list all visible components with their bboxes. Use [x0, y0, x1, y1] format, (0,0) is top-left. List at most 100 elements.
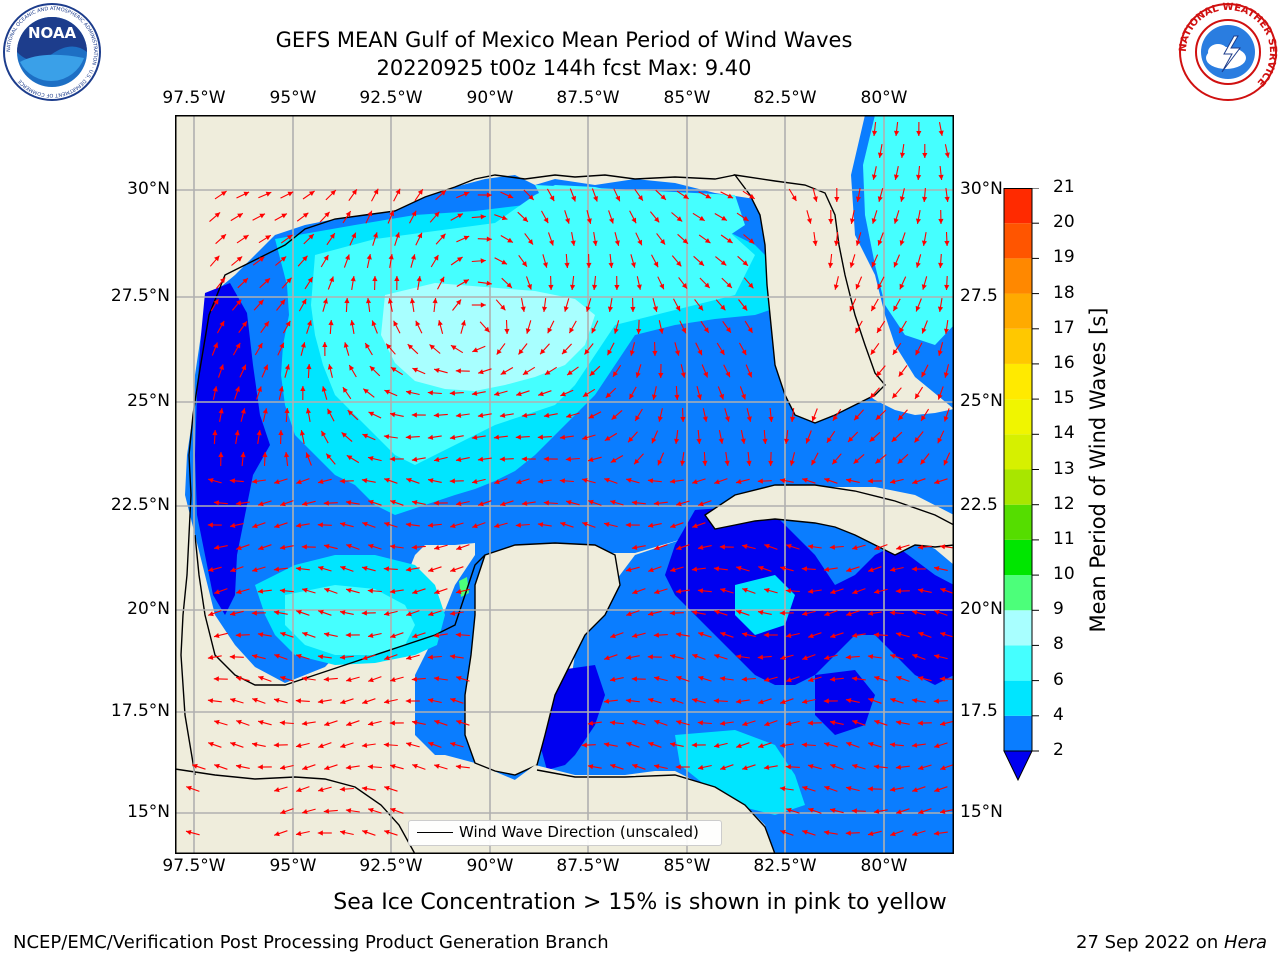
wave-arrow-head: [674, 350, 680, 356]
wave-arrow-head: [675, 305, 681, 312]
wave-arrow-head: [365, 343, 370, 349]
wave-arrow-head: [214, 255, 220, 262]
wave-arrow-head: [940, 587, 946, 593]
wave-arrow-head: [764, 543, 770, 549]
wave-arrow-head: [416, 276, 422, 282]
wave-arrow-head: [762, 438, 768, 444]
map-gridlines: [175, 115, 954, 854]
wave-arrow-head: [527, 239, 533, 245]
wave-arrow-head: [586, 218, 592, 224]
wave-arrow-head: [432, 298, 438, 304]
wave-arrow-head: [279, 588, 286, 594]
wave-arrow-head: [830, 589, 836, 595]
lat-tick-right: 15°N: [960, 802, 1003, 822]
lon-tick-bottom: 82.5°W: [753, 856, 817, 876]
wave-arrow-head: [208, 611, 214, 617]
wave-arrow-head: [242, 278, 248, 284]
wave-arrow-head: [609, 720, 616, 726]
legend-label: Wind Wave Direction (unscaled): [459, 823, 699, 841]
wave-arrow-head: [871, 305, 877, 312]
wave-arrow-head: [713, 566, 720, 572]
footer-machine: Hera: [1223, 932, 1267, 953]
wave-arrow-head: [339, 478, 345, 484]
wave-arrow-head: [500, 369, 507, 375]
wave-arrow-head: [720, 631, 726, 637]
wave-arrow-head: [521, 500, 528, 506]
lon-tick-bottom: 87.5°W: [556, 856, 620, 876]
wave-arrow-head: [647, 478, 654, 484]
wave-arrow-head: [854, 414, 860, 421]
wave-arrow-head: [433, 412, 440, 418]
wave-arrow-head: [341, 432, 347, 438]
wave-arrow-head: [593, 196, 598, 202]
wave-arrow-head: [634, 458, 640, 465]
wave-arrow-head: [846, 478, 852, 484]
wave-arrow-head: [317, 698, 324, 704]
wave-arrow-head: [472, 523, 478, 529]
wave-arrow-head: [258, 720, 264, 725]
wave-arrow-head: [278, 430, 284, 436]
wave-arrow-head: [742, 260, 748, 266]
wave-arrow-head: [324, 211, 330, 218]
wave-arrow-head: [368, 543, 374, 549]
wave-arrow-head: [427, 434, 434, 440]
wave-arrow-head: [318, 743, 324, 749]
wave-arrow-head: [236, 545, 242, 551]
wave-arrow-head: [251, 478, 258, 484]
wave-arrow-head: [437, 320, 443, 326]
wave-arrow-head: [789, 460, 795, 466]
colorbar-tick-label: 20: [1053, 212, 1075, 233]
wave-arrow-head: [340, 522, 346, 527]
wave-arrow-head: [720, 587, 726, 593]
wave-arrow-head: [273, 742, 279, 748]
wave-arrow-head: [631, 544, 638, 550]
wave-arrow-head: [648, 611, 654, 616]
wave-arrow-head: [463, 279, 469, 285]
wave-arrow-head: [368, 677, 374, 683]
lat-tick-left: 30°N: [127, 179, 170, 199]
wave-arrow-head: [849, 262, 855, 268]
wave-arrow-head: [900, 152, 906, 158]
wave-arrow-head: [412, 633, 418, 639]
wave-arrow-head: [252, 697, 258, 703]
wave-arrow-head: [582, 521, 588, 527]
wave-arrow-head: [346, 677, 352, 682]
colorbar-segment: [1004, 328, 1032, 364]
wave-arrow-head: [934, 787, 940, 793]
wave-arrow-head: [674, 438, 680, 444]
wave-arrow-head: [494, 479, 500, 485]
wave-arrow-head: [428, 611, 434, 617]
wave-arrow-head: [235, 386, 240, 392]
wave-arrow-head: [390, 367, 397, 373]
wave-arrow-head: [361, 478, 368, 484]
wave-arrow-head: [742, 765, 748, 771]
wave-arrow-head: [257, 632, 264, 638]
wave-arrow-head: [471, 434, 478, 440]
colorbar-segment: [1004, 575, 1032, 611]
wave-arrow-head: [480, 302, 486, 308]
wave-arrow-head: [520, 306, 526, 312]
wave-arrow-head: [713, 698, 719, 704]
wave-arrow-head: [449, 434, 456, 440]
wave-arrow-head: [559, 478, 565, 484]
colorbar-tick-label: 17: [1053, 317, 1075, 338]
wave-arrow-head: [779, 610, 785, 616]
wave-arrow-head: [428, 478, 434, 484]
colorbar-tick-label: 15: [1053, 388, 1075, 409]
wave-arrow-head: [285, 320, 291, 327]
wave-arrow-head: [563, 306, 569, 312]
wave-arrow-head: [896, 545, 902, 551]
wave-arrow-head: [362, 433, 368, 439]
wave-arrow-head: [692, 523, 698, 529]
wave-arrow-head: [434, 589, 440, 595]
wave-arrow-head: [877, 239, 883, 246]
wave-arrow-head: [637, 195, 643, 201]
wave-arrow-head: [824, 655, 830, 660]
wave-arrow-head: [350, 276, 356, 282]
wave-arrow-head: [915, 218, 921, 224]
wave-period-map: [175, 115, 954, 854]
wave-arrow-head: [434, 368, 440, 373]
wave-arrow-head: [607, 306, 613, 312]
wave-arrow-head: [870, 392, 876, 399]
wave-arrow-head: [455, 632, 461, 638]
